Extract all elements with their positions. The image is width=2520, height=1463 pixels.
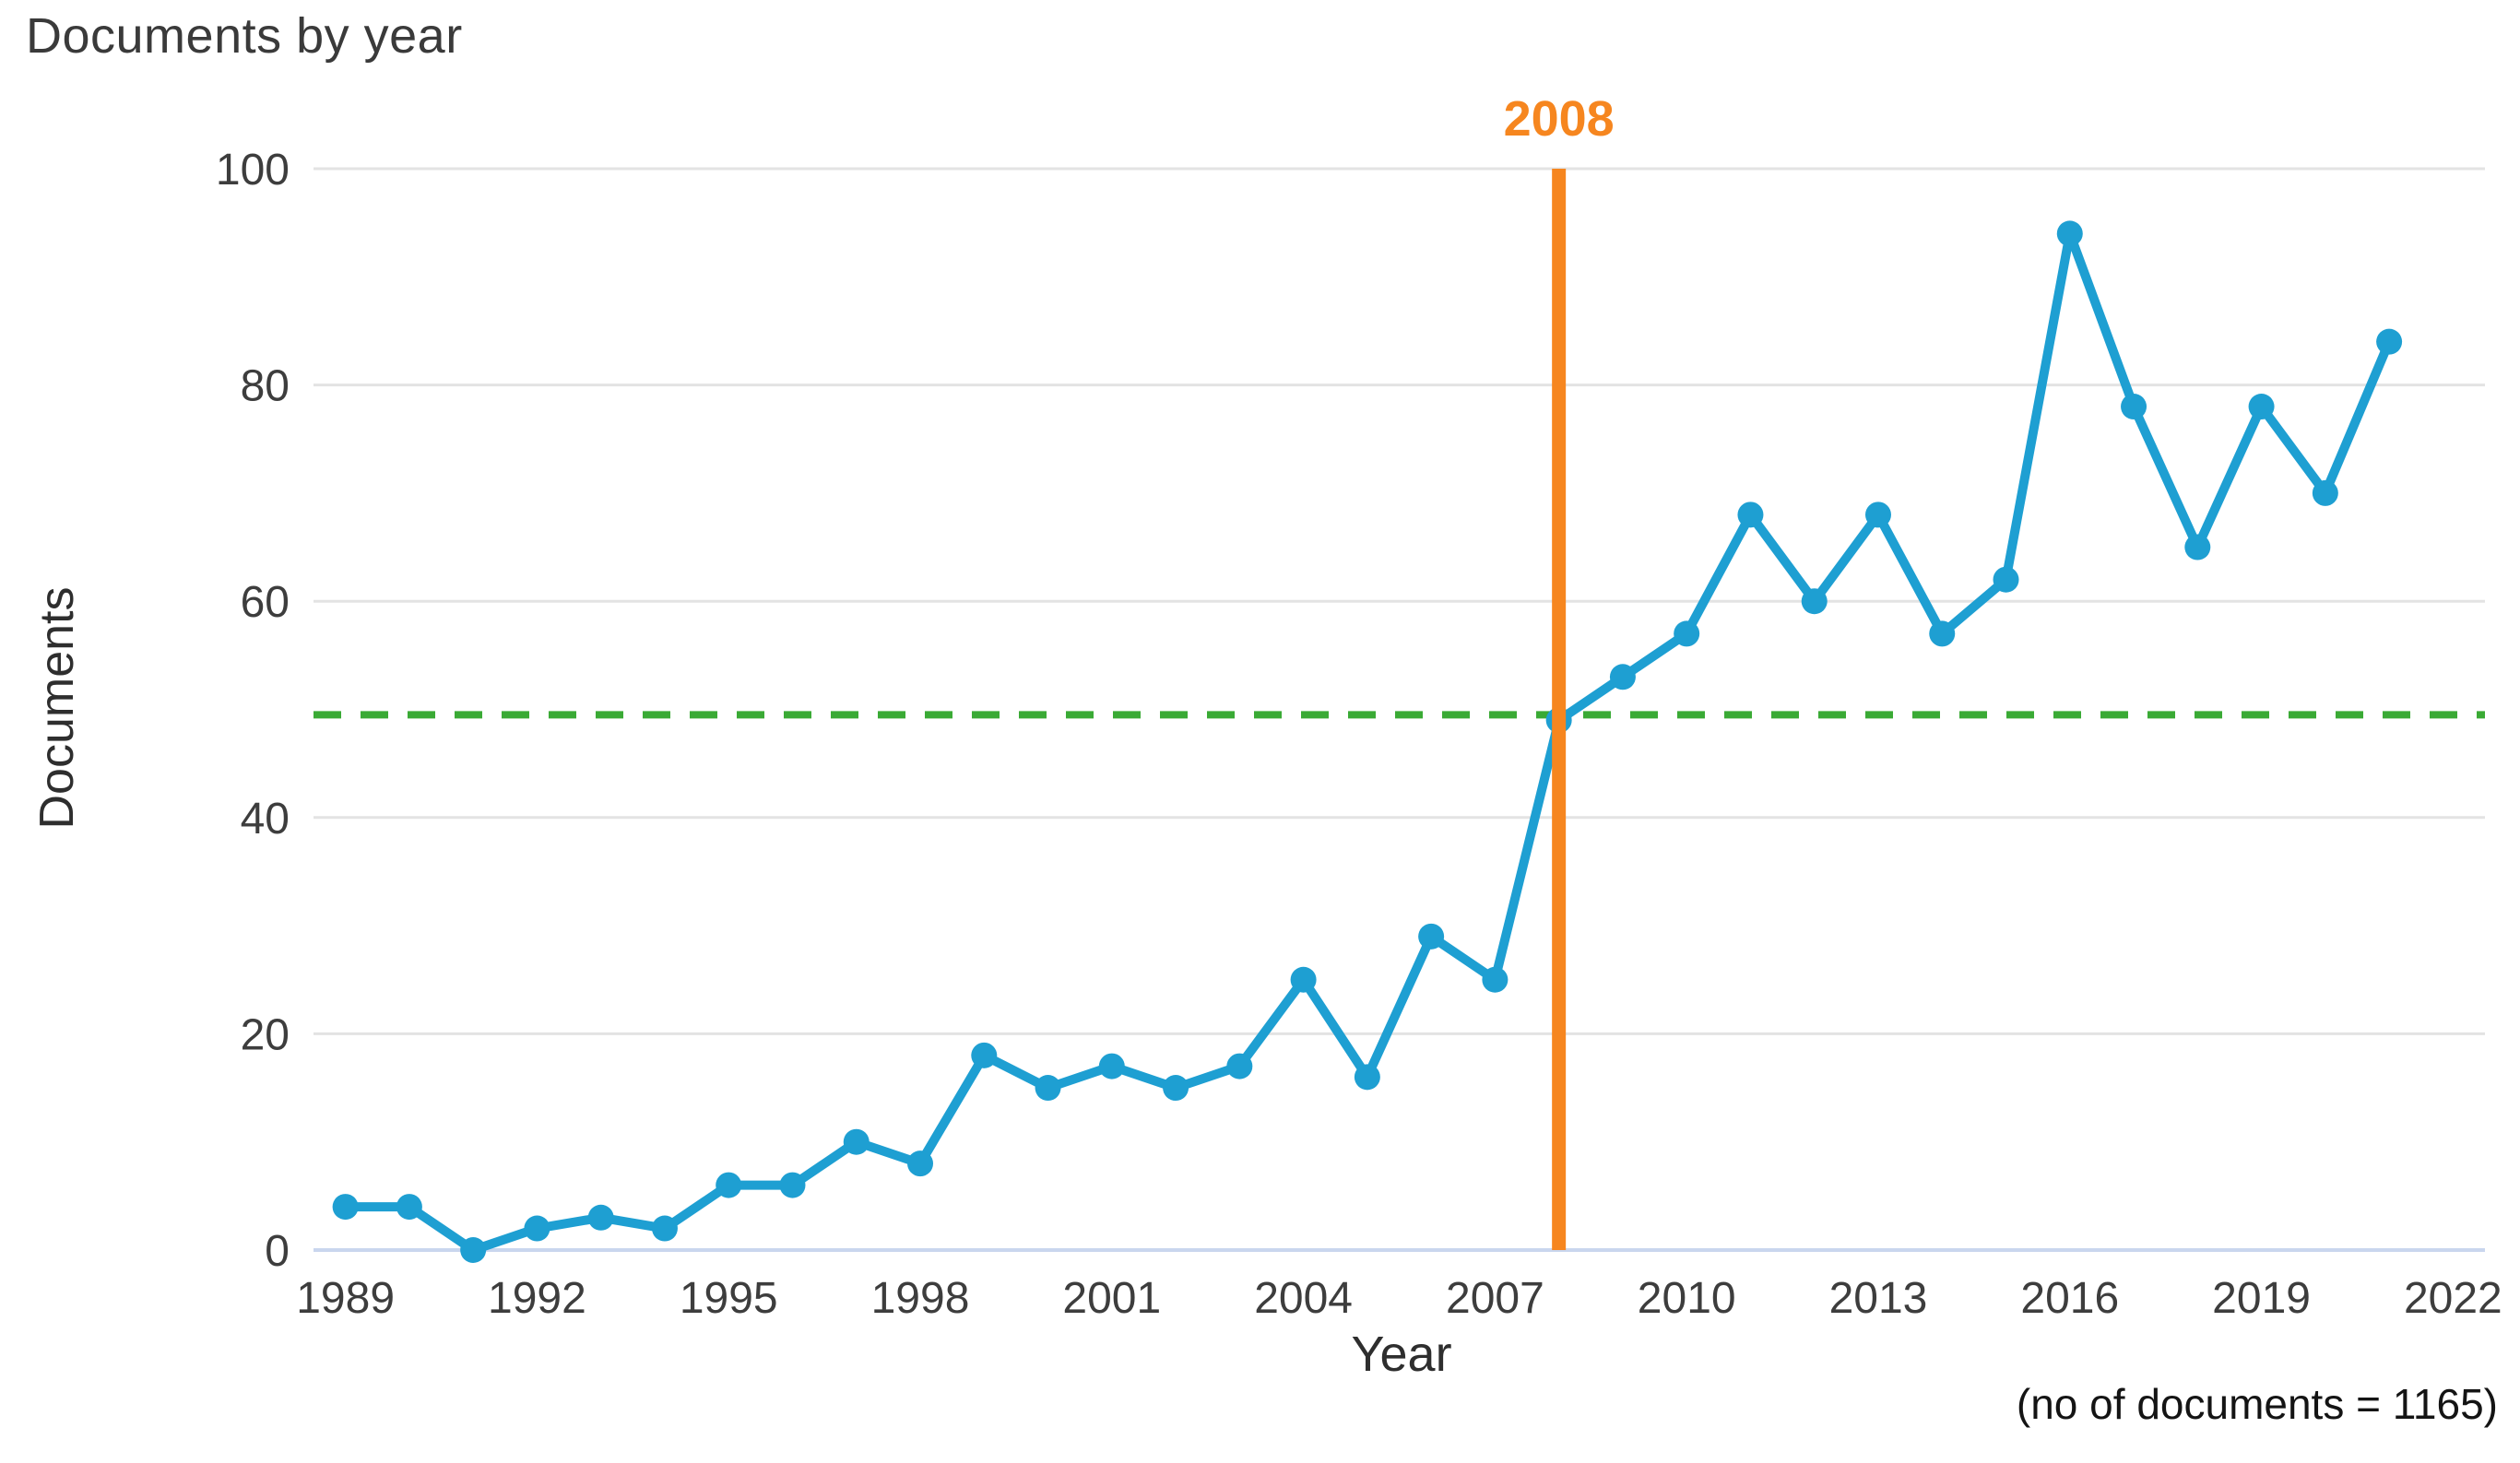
data-point-2011 [1737,501,1764,528]
data-point-2007 [1482,966,1508,993]
y-tick-label-100: 100 [216,146,290,195]
y-tick-label-40: 40 [241,795,290,844]
data-point-1990 [396,1194,422,1221]
x-tick-label-1992: 1992 [488,1274,586,1323]
x-axis-title: Year [1351,1327,1452,1382]
data-point-2020 [2312,479,2338,506]
x-tick-label-1995: 1995 [680,1274,778,1323]
y-tick-label-60: 60 [241,578,290,627]
data-point-2014 [1929,620,1956,647]
data-point-1998 [907,1150,934,1177]
data-point-1993 [587,1204,614,1231]
data-point-2000 [1035,1075,1061,1102]
x-tick-label-2016: 2016 [2020,1274,2119,1323]
data-point-1997 [843,1128,870,1155]
data-point-1989 [332,1194,359,1221]
data-point-1991 [460,1237,487,1263]
data-point-1999 [971,1042,998,1068]
data-point-2006 [1418,923,1445,950]
data-point-1992 [524,1215,550,1242]
x-tick-label-1989: 1989 [296,1274,395,1323]
data-point-2021 [2376,328,2403,355]
data-point-2017 [2121,394,2147,420]
y-tick-label-0: 0 [265,1227,290,1276]
data-point-2019 [2248,394,2275,420]
data-point-2018 [2184,534,2211,560]
data-point-2005 [1354,1064,1380,1091]
chart-title: Documents by year [26,8,463,64]
x-tick-label-2013: 2013 [1829,1274,1928,1323]
y-axis-title: Documents [30,586,84,830]
y-tick-label-20: 20 [241,1010,290,1059]
data-point-2016 [2056,220,2083,247]
data-point-1995 [716,1172,742,1198]
x-tick-label-2007: 2007 [1446,1274,1544,1323]
x-tick-label-2004: 2004 [1254,1274,1353,1323]
data-point-2010 [1674,620,1700,647]
data-point-1996 [779,1172,806,1198]
x-tick-label-2019: 2019 [2212,1274,2311,1323]
data-point-2015 [1993,566,2019,593]
data-point-2001 [1098,1053,1125,1080]
x-tick-label-1998: 1998 [871,1274,970,1323]
x-tick-label-2022: 2022 [2404,1274,2502,1323]
data-point-2012 [1801,588,1828,615]
data-point-2004 [1290,966,1317,993]
document-count-footnote: (no of documents = 1165) [2016,1380,2498,1428]
data-point-2002 [1163,1075,1189,1102]
data-point-2009 [1609,664,1636,690]
data-point-1994 [651,1215,678,1242]
x-tick-label-2001: 2001 [1062,1274,1161,1323]
annotation-2008-label: 2008 [1503,91,1615,147]
y-tick-label-80: 80 [241,362,290,411]
x-tick-label-2010: 2010 [1638,1274,1736,1323]
data-point-2003 [1226,1053,1253,1080]
data-point-2013 [1864,501,1891,528]
